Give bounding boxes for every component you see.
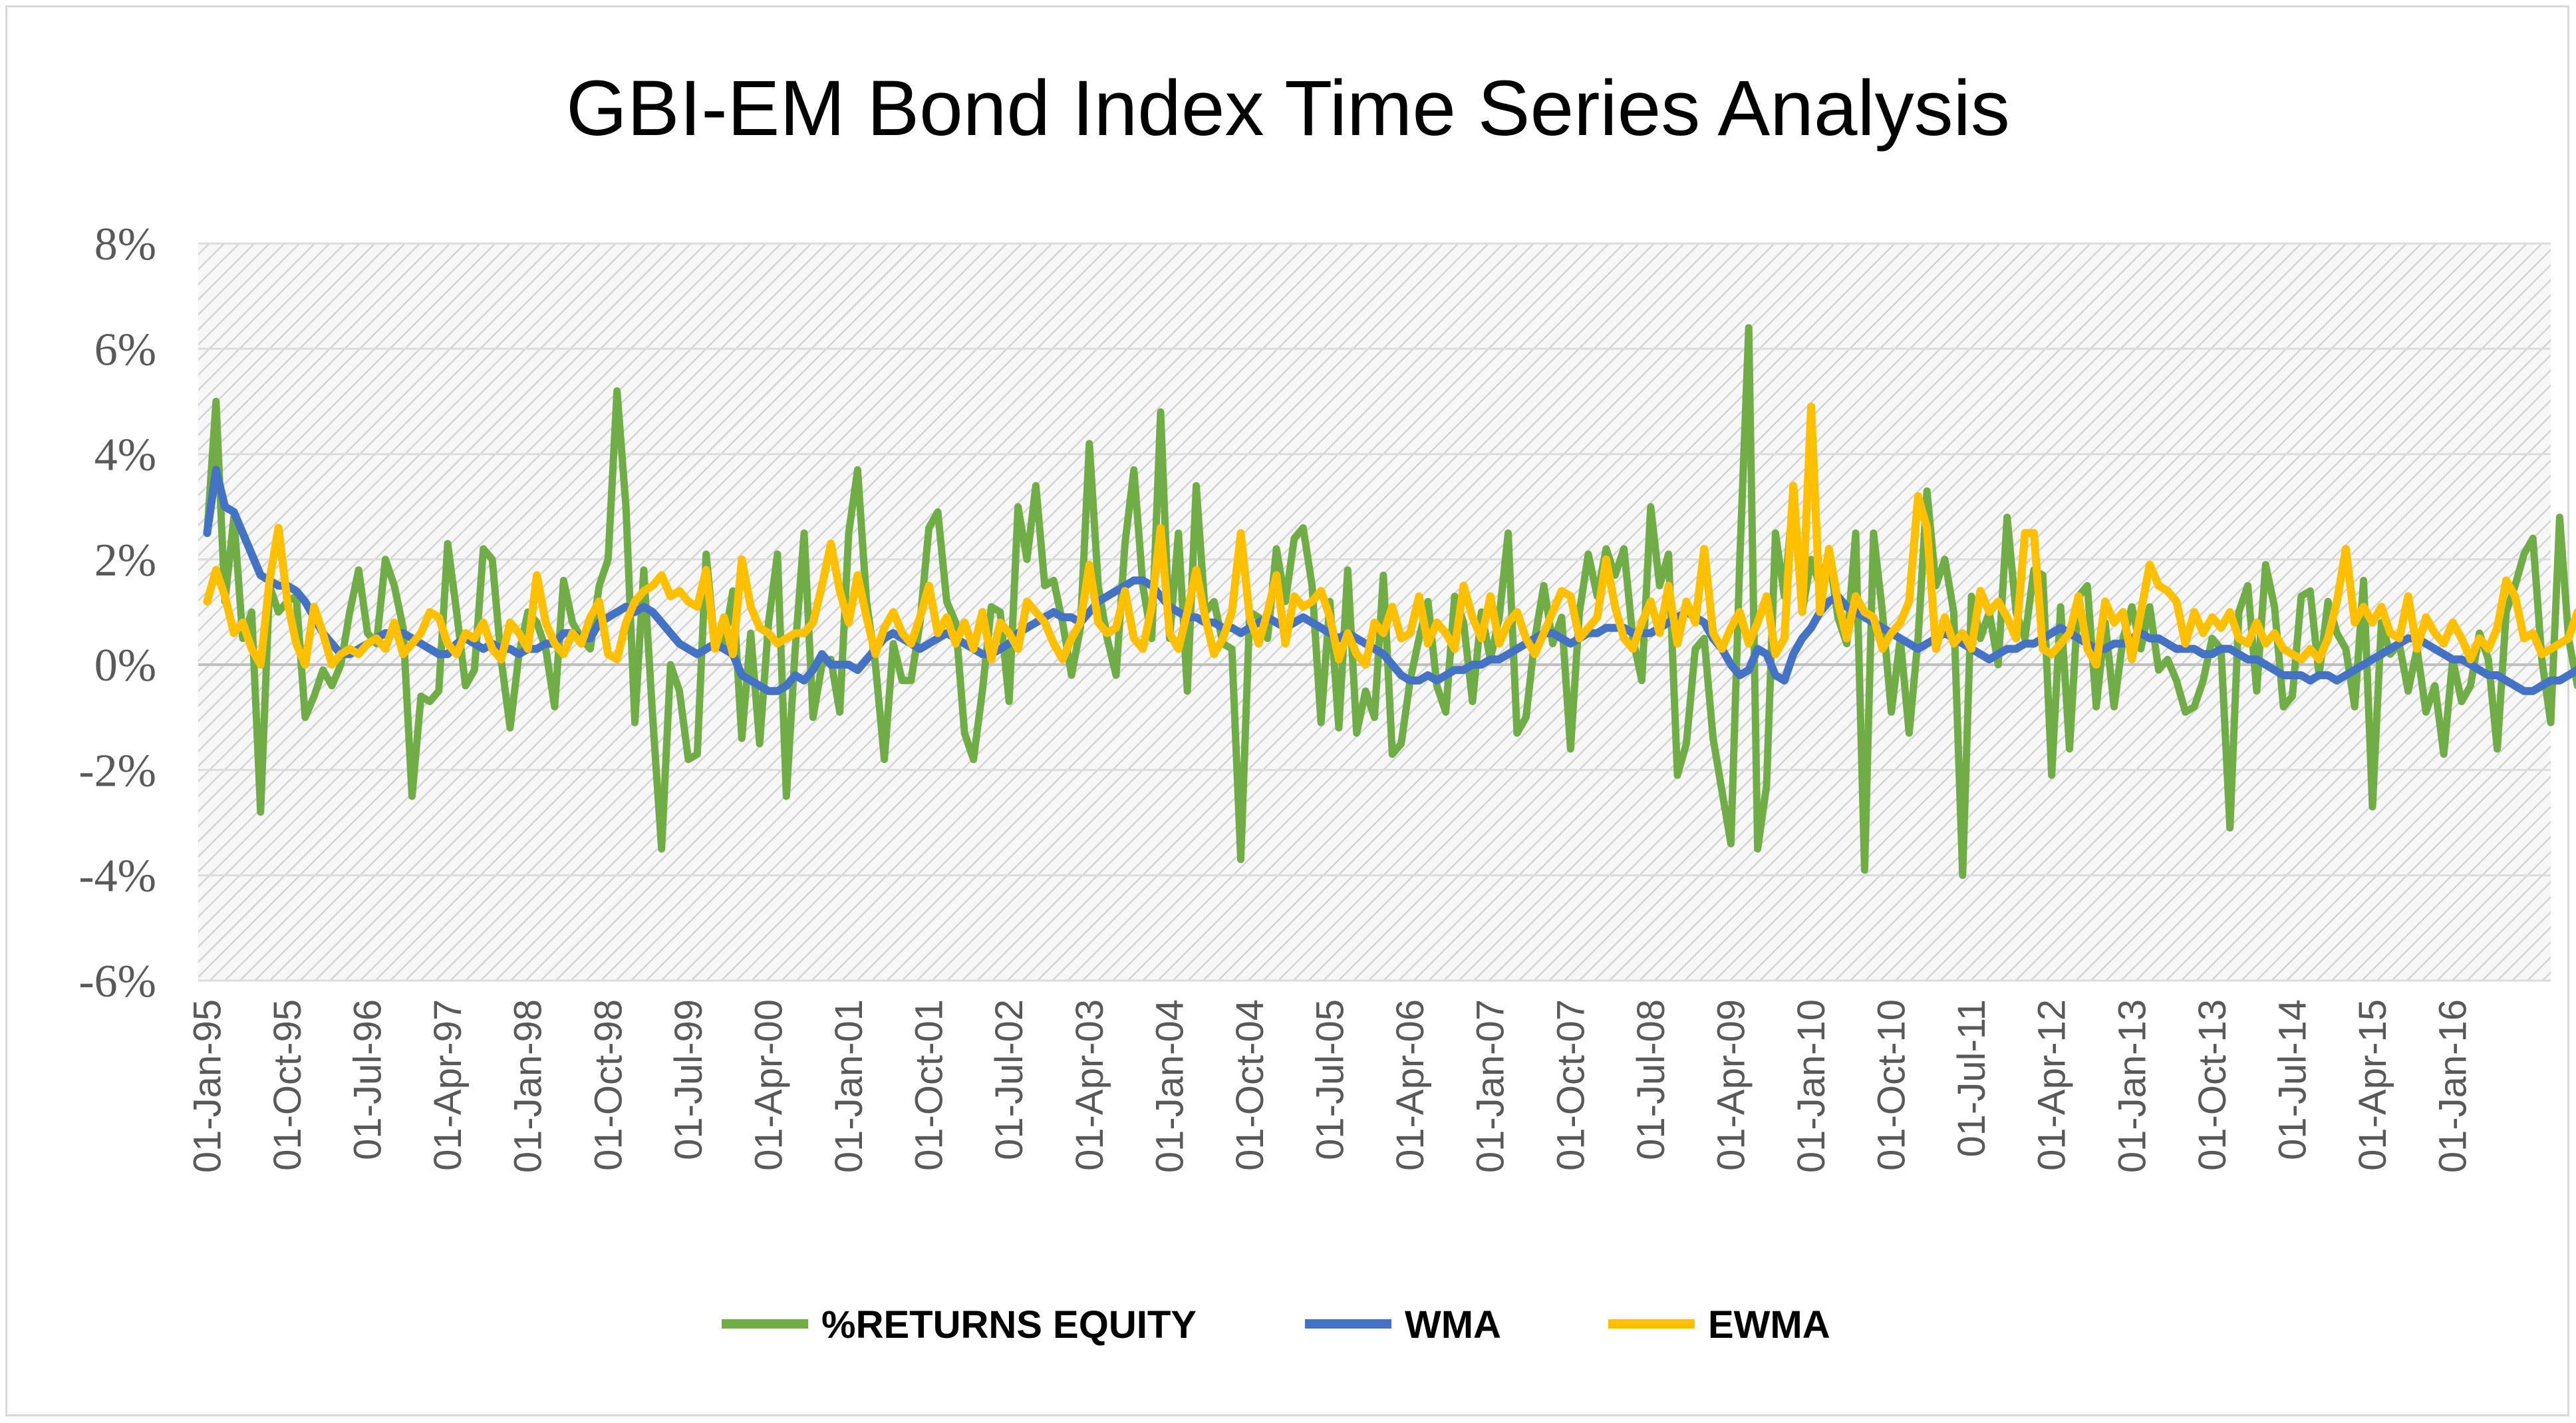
- series-line-ewma: [203, 402, 2576, 669]
- x-tick-label: 01-Oct-13: [2191, 999, 2234, 1171]
- y-tick-label: 6%: [94, 324, 156, 375]
- x-tick-label: 01-Jan-98: [507, 999, 550, 1173]
- x-tick-label: 01-Oct-07: [1549, 999, 1592, 1171]
- x-axis: 01-Jan-95 01-Oct-95 01-Jul-96 01-Apr-97 01-J…: [186, 999, 2474, 1173]
- y-tick-label: 0%: [94, 640, 156, 691]
- x-tick-label: 01-Apr-97: [426, 999, 470, 1171]
- y-tick-label: 8%: [94, 219, 156, 270]
- x-tick-label: 01-Jul-02: [988, 999, 1031, 1160]
- x-tick-label: 01-Jan-16: [2432, 999, 2475, 1173]
- x-tick-label: 01-Jul-11: [1950, 999, 1993, 1158]
- x-tick-label: 01-Jan-01: [827, 999, 871, 1173]
- x-tick-label: 01-Oct-10: [1870, 999, 1914, 1171]
- x-tick-label: 01-Apr-09: [1709, 999, 1753, 1171]
- y-tick-label: 2%: [94, 535, 156, 586]
- x-tick-label: 01-Apr-00: [747, 999, 790, 1171]
- series-layer: [203, 324, 2576, 879]
- y-tick-label: -6%: [78, 956, 156, 1007]
- x-tick-label: 01-Apr-12: [2031, 999, 2074, 1171]
- legend: %RETURNS EQUITY WMA EWMA: [722, 1303, 1830, 1346]
- legend-label: %RETURNS EQUITY: [821, 1303, 1197, 1346]
- x-tick-label: 01-Jul-08: [1630, 999, 1673, 1160]
- x-tick-label: 01-Jul-99: [667, 999, 710, 1160]
- y-tick-label: -2%: [78, 745, 156, 796]
- x-tick-label: 01-Jul-14: [2271, 999, 2314, 1160]
- legend-label: WMA: [1405, 1303, 1501, 1346]
- x-tick-label: 01-Apr-03: [1068, 999, 1111, 1171]
- legend-label: EWMA: [1708, 1303, 1830, 1346]
- x-tick-label: 01-Oct-98: [587, 999, 630, 1171]
- chart-title: GBI-EM Bond Index Time Series Analysis: [566, 65, 2010, 152]
- x-tick-label: 01-Oct-01: [908, 999, 951, 1171]
- x-tick-label: 01-Jul-05: [1309, 999, 1352, 1160]
- x-tick-label: 01-Oct-95: [266, 999, 309, 1171]
- y-axis: -6% -4% -2% 0% 2% 4% 6% 8%: [78, 219, 156, 1007]
- x-tick-label: 01-Jul-96: [347, 999, 390, 1160]
- series-line-wma: [203, 466, 2576, 695]
- x-tick-label: 01-Jan-04: [1148, 999, 1191, 1173]
- y-tick-label: 4%: [94, 430, 156, 481]
- y-tick-label: -4%: [78, 851, 156, 902]
- x-tick-label: 01-Oct-04: [1228, 999, 1272, 1171]
- x-tick-label: 01-Jan-07: [1469, 999, 1512, 1173]
- x-tick-label: 01-Apr-06: [1389, 999, 1432, 1171]
- x-tick-label: 01-Apr-15: [2351, 999, 2394, 1171]
- x-tick-label: 01-Jan-95: [186, 999, 229, 1173]
- series-line-returns-equity: [203, 324, 2576, 879]
- x-tick-label: 01-Jan-10: [1790, 999, 1833, 1173]
- x-tick-label: 01-Jan-13: [2110, 999, 2154, 1173]
